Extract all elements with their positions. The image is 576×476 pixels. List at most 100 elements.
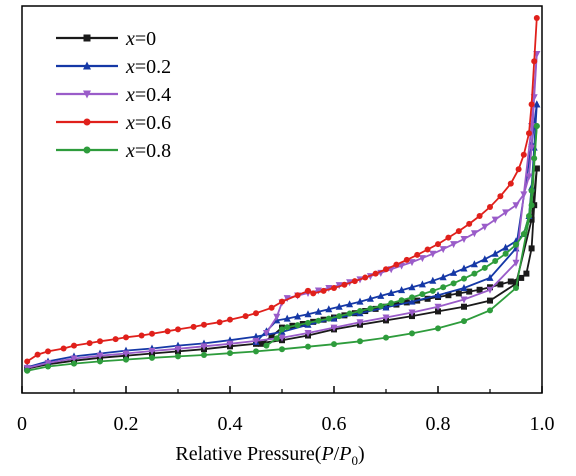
series-x-0-2-desorption-point <box>366 294 374 302</box>
series-x-0-4-desorption-point <box>520 191 528 199</box>
legend-entry: x=0.8 <box>56 140 171 162</box>
series-x-0-2-adsorption-line <box>26 104 538 369</box>
legend-label: x=0.2 <box>125 56 171 78</box>
series-x-0-8-adsorption-point <box>279 346 285 353</box>
series-x-0-6-desorption-point <box>515 166 522 173</box>
series-x-0-4-desorption-point <box>418 255 426 263</box>
series-x-0-8-adsorption-point <box>149 354 155 361</box>
series-x-0-6-adsorption-point <box>112 336 119 343</box>
x-axis-title-prefix: Relative Pressure( <box>175 443 321 465</box>
series-x-0-6-desorption-point <box>414 251 421 258</box>
series-x-0-6-desorption-point <box>393 261 400 268</box>
series-x-0-6-desorption-point <box>455 228 462 235</box>
x-axis-title-p: P <box>320 443 333 465</box>
series-x-0-8-desorption-point <box>398 297 405 304</box>
series-x-0-desorption-point <box>518 274 525 281</box>
series-x-0-6-desorption-point <box>331 285 337 291</box>
series-x-0-8-desorption-point <box>429 287 436 294</box>
series-x-0-4-adsorption-point <box>278 334 286 342</box>
series-x-0-4-adsorption-point <box>408 309 416 317</box>
series-x-0-4-adsorption-point <box>486 286 494 294</box>
series-x-0-2-desorption-point <box>491 249 499 257</box>
series-x-0-8-adsorption-point <box>409 330 415 337</box>
series-x-0-4-desorption-point <box>525 173 533 181</box>
series-x-0-6-adsorption-point <box>175 326 181 333</box>
series-x-0-6-adsorption-point <box>164 328 171 335</box>
legend-marker <box>83 90 91 99</box>
series-x-0-6-adsorption-point <box>45 348 51 355</box>
x-axis-title: Relative Pressure(P/P0) <box>175 443 364 468</box>
series-x-0-4-desorption-point <box>325 285 333 292</box>
series-x-0-4-desorption-point <box>408 259 416 267</box>
series-x-0-4-adsorption-point <box>174 345 182 353</box>
series-x-0-6-adsorption-point <box>24 358 31 365</box>
legend-label-var: x <box>125 112 135 134</box>
series-x-0-4-adsorption-point <box>122 350 130 358</box>
series-x-0-2-adsorption-point <box>434 291 442 299</box>
legend-label: x=0.6 <box>125 112 171 134</box>
series-x-0-2-desorption-point <box>502 243 510 251</box>
x-axis-title-suffix: ) <box>358 443 365 465</box>
x-axis-title-sub: 0 <box>351 453 358 468</box>
series-x-0-8-adsorption-point <box>435 325 441 332</box>
series-x-0-8-adsorption-point <box>253 348 259 355</box>
series-x-0-8-desorption-point <box>461 275 467 282</box>
series-x-0-6-adsorption-point <box>227 316 233 323</box>
series-x-0-6-desorption-point <box>310 290 317 297</box>
series-x-0-2-adsorption-point <box>252 332 260 340</box>
series-x-0-6-desorption-point <box>526 130 532 137</box>
series-x-0-6-desorption-point <box>424 246 431 253</box>
legend-label-var: x <box>125 140 135 162</box>
series-x-0-2-adsorption-point <box>460 284 468 291</box>
series-x-0-4-desorption-point <box>273 313 281 321</box>
series-x-0-2-desorption-point <box>346 300 354 308</box>
series-x-0-4-adsorption-line <box>26 53 538 369</box>
series-x-0-2-desorption-point <box>314 307 322 315</box>
series-x-0-4-adsorption-point <box>148 348 156 355</box>
series-x-0-desorption-point <box>424 295 431 302</box>
series-x-0-8-adsorption-point <box>513 285 519 291</box>
series-x-0-adsorption-line <box>27 168 538 370</box>
series-x-0-2-adsorption-point <box>382 303 390 311</box>
series-x-0-6-adsorption-point <box>268 304 275 311</box>
series-x-0-6-adsorption-point <box>201 321 207 328</box>
series-x-0-6-desorption-point <box>383 266 389 273</box>
series-x-0-6-desorption-point <box>487 204 493 210</box>
series-layer <box>23 15 541 374</box>
series-x-0-2-desorption-point <box>335 302 343 310</box>
x-axis-title-p0: P <box>338 443 351 465</box>
series-x-0-2-desorption-point <box>283 314 291 322</box>
series-x-0-6-desorption-point <box>341 281 348 288</box>
series-x-0-4-adsorption-point <box>512 259 520 267</box>
series-x-0-6-desorption-point <box>497 193 504 200</box>
series-x-0-6-adsorption-point <box>138 332 145 339</box>
series-x-0-8-desorption-point <box>450 280 457 287</box>
series-x-0-4-adsorption-point <box>252 337 260 345</box>
series-x-0-8-adsorption-line <box>27 125 538 372</box>
series-x-0-6-adsorption-point <box>294 292 301 299</box>
x-axis-ticks: 0 0.2 0.4 0.6 0.8 1.0 <box>17 386 555 435</box>
series-x-0-8-desorption-point <box>419 291 426 298</box>
series-x-0-8-desorption-point <box>273 335 280 342</box>
series-x-0-6-adsorption-point <box>123 334 129 341</box>
series-x-0-2-desorption-point <box>398 286 406 294</box>
series-x-0-6-desorption-point <box>362 274 369 281</box>
series-x-0-2-desorption-point <box>294 312 302 320</box>
series-x-0-4-adsorption-point <box>382 314 390 322</box>
legend-label: x=0.8 <box>125 140 171 162</box>
series-x-0-8-desorption-point <box>531 155 538 162</box>
series-x-0-6-adsorption-point <box>60 345 67 352</box>
series-x-0-6-adsorption-point <box>71 342 77 349</box>
legend-marker <box>83 146 91 154</box>
series-x-0-8-adsorption-point <box>227 350 233 357</box>
series-x-0-8-desorption-point <box>315 317 322 324</box>
x-axis-title-slash: / <box>334 443 340 465</box>
series-x-0-2-desorption-point <box>460 264 468 272</box>
series-x-0-desorption-point <box>476 286 483 293</box>
series-x-0-4-adsorption-point <box>200 343 208 351</box>
series-x-0-8-adsorption-point <box>305 343 311 350</box>
series-x-0-8-desorption-point <box>481 264 488 271</box>
series-x-0-8-desorption-point <box>294 322 301 329</box>
series-x-0-desorption-point <box>528 245 535 252</box>
series-x-0-8-desorption-point <box>526 213 532 219</box>
